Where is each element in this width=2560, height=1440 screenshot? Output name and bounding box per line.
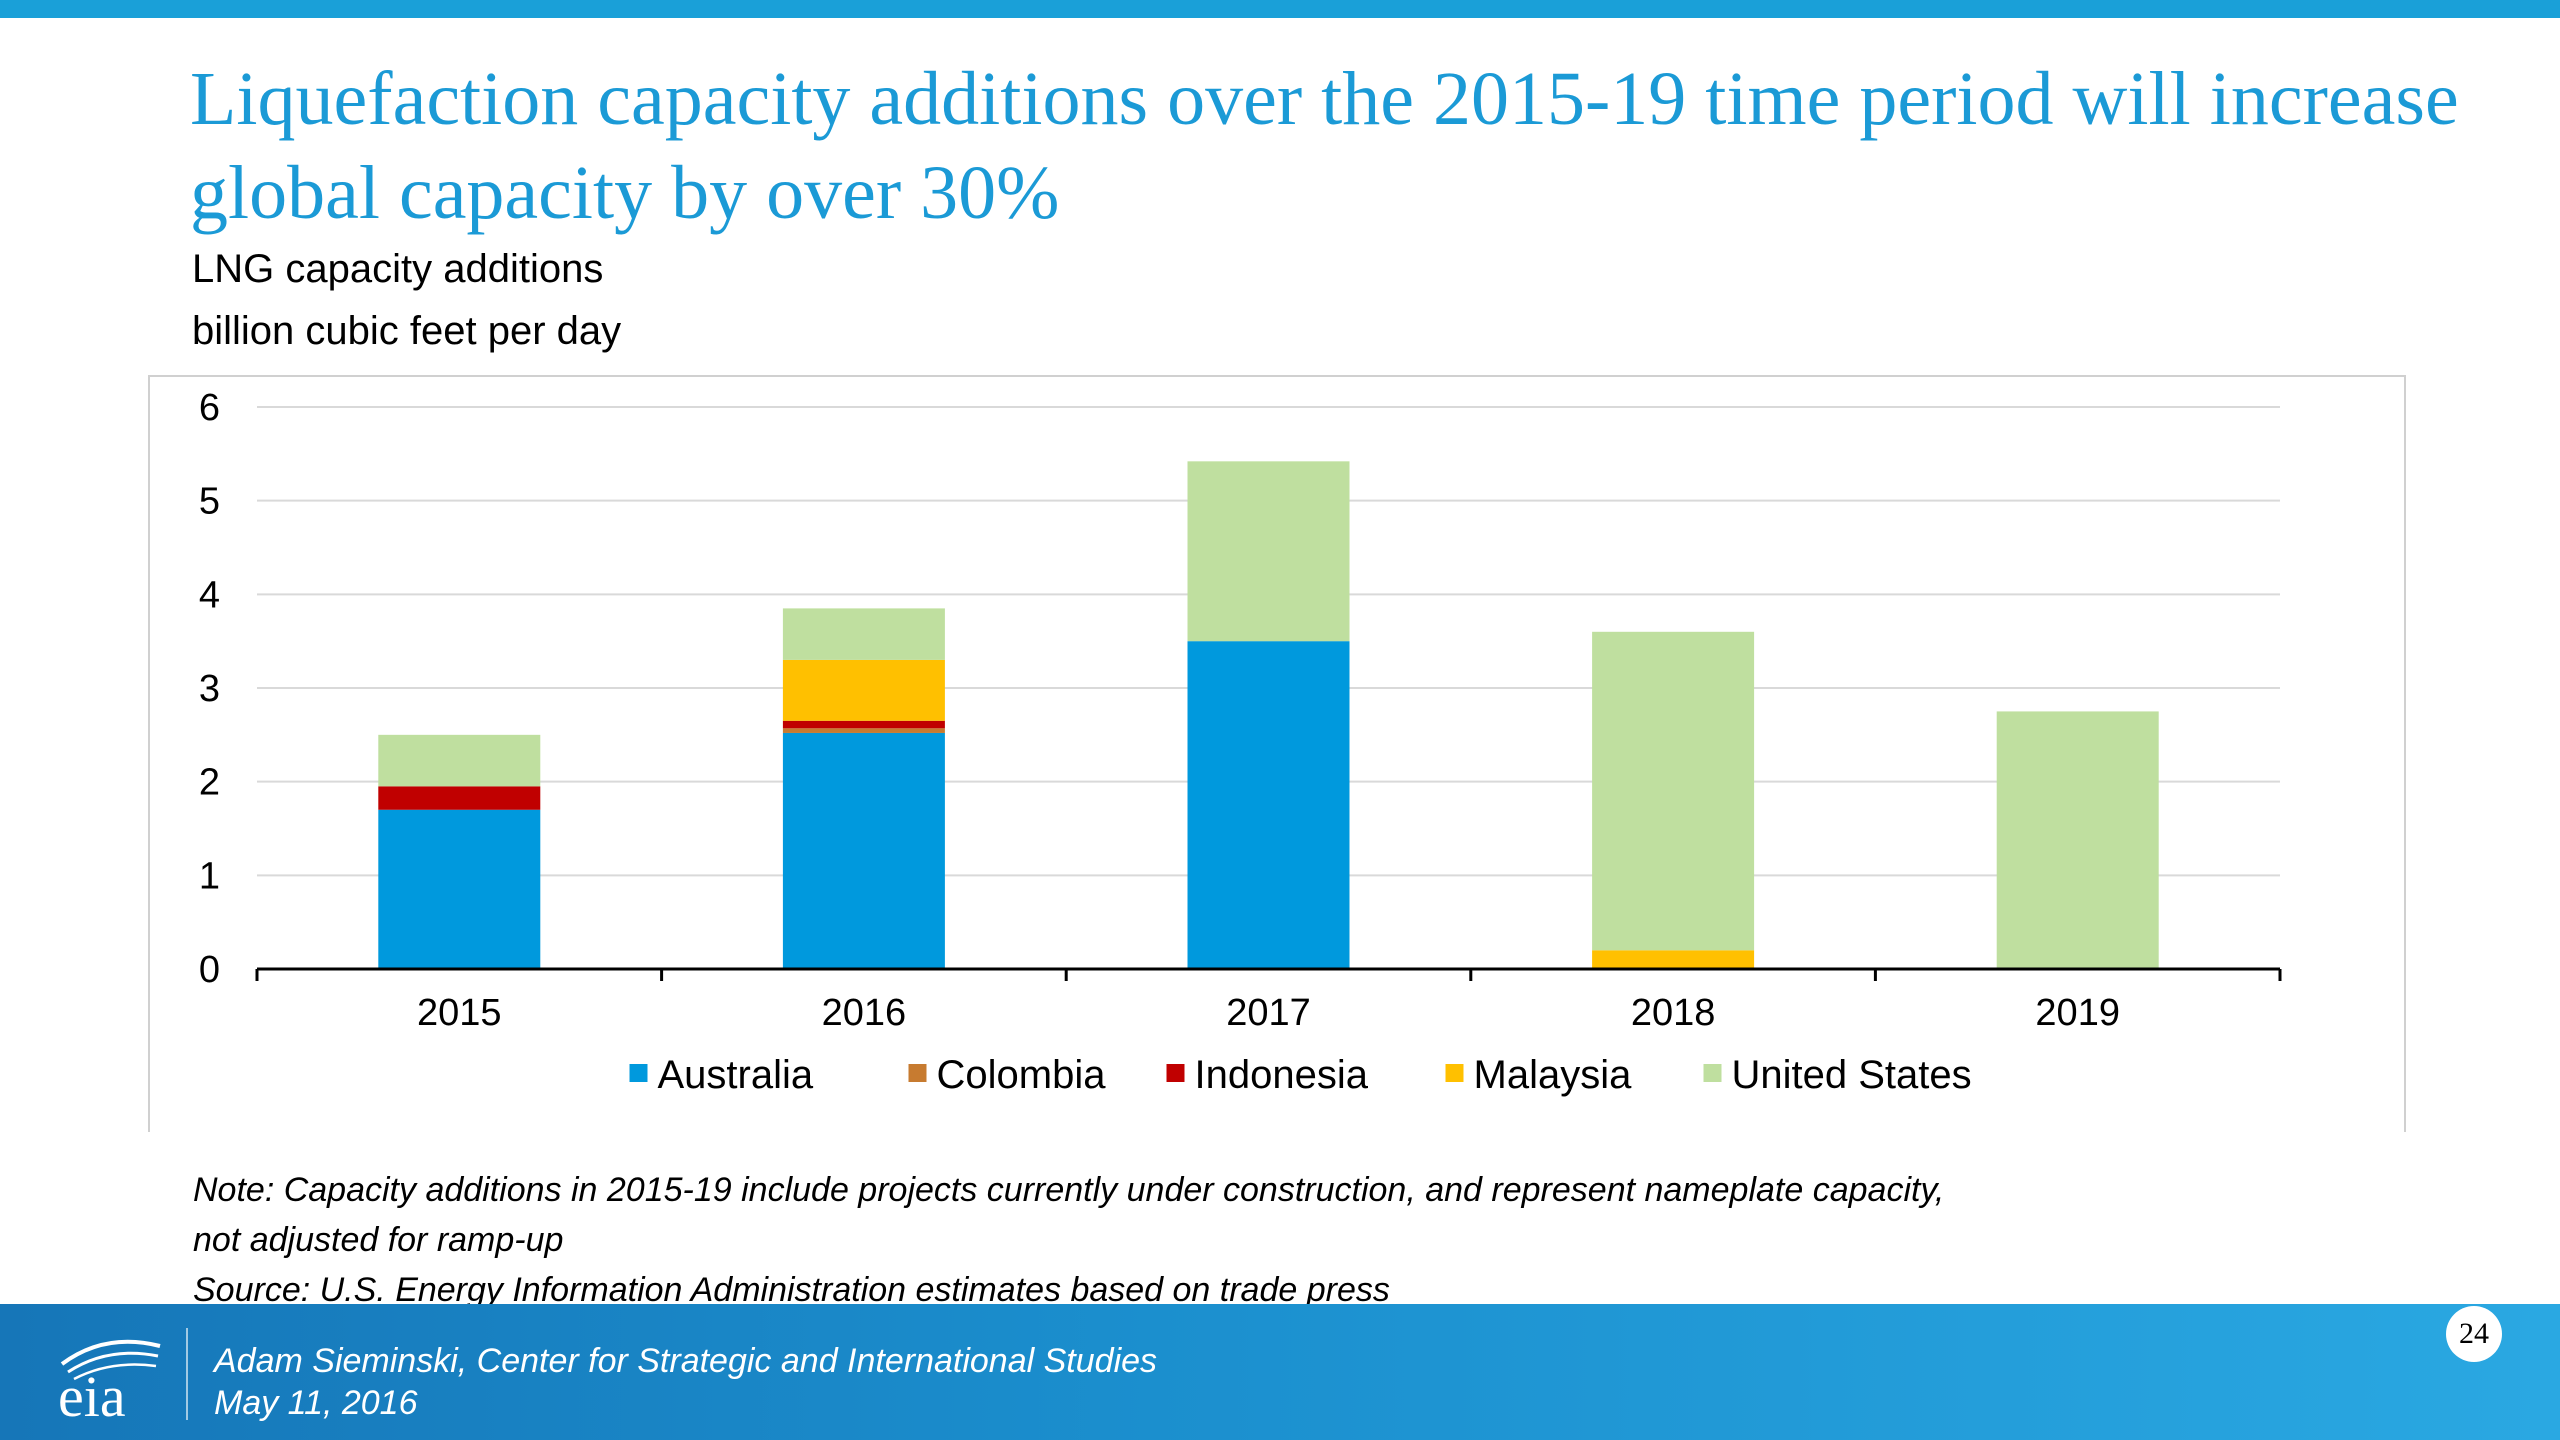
bar-segment-colombia <box>782 728 945 733</box>
presenter-line: Adam Sieminski, Center for Strategic and… <box>214 1342 1158 1380</box>
stacked-bar-chart: 0 1 2 3 4 5 6 2015 2016 2017 2018 2019 Australia Colo… <box>199 387 2282 1097</box>
legend-swatch-australia <box>629 1064 648 1082</box>
bar-segment-malaysia <box>1592 950 1755 969</box>
legend-swatch-malaysia <box>1445 1064 1464 1082</box>
legend-swatch-united-states <box>1703 1064 1722 1082</box>
eia-logo-text: eia <box>58 1364 126 1424</box>
legend-label: Indonesia <box>1195 1053 1369 1097</box>
legend-label: United States <box>1732 1053 1972 1097</box>
note-line-2: not adjusted for ramp-up <box>193 1221 564 1259</box>
y-tick-label: 5 <box>199 481 220 523</box>
legend-label: Malaysia <box>1474 1053 1633 1097</box>
y-tick-label: 3 <box>199 668 220 710</box>
note-line-1: Note: Capacity additions in 2015-19 incl… <box>193 1171 1945 1209</box>
bar-segment-australia <box>1187 641 1350 969</box>
legend-label: Colombia <box>937 1053 1107 1097</box>
x-tick-label: 2017 <box>1226 992 1311 1034</box>
bar-segment-united-states <box>1996 711 2159 969</box>
y-tick-label: 4 <box>199 574 220 616</box>
bar-segment-indonesia <box>782 720 945 729</box>
x-tick-label: 2019 <box>2035 992 2120 1034</box>
legend-swatch-colombia <box>908 1064 927 1082</box>
chart-y-unit: billion cubic feet per day <box>192 309 622 353</box>
eia-logo-icon: eia <box>58 1339 161 1424</box>
bar-segment-australia <box>378 809 541 969</box>
chart-notes: Note: Capacity additions in 2015-19 incl… <box>193 1165 2443 1315</box>
footer-bar: eia Adam Sieminski, Center for Strategic… <box>0 1304 2560 1440</box>
footer-divider <box>186 1328 188 1420</box>
top-accent-bar <box>0 0 2560 18</box>
legend-label: Australia <box>658 1053 814 1097</box>
bar-segment-united-states <box>378 734 541 787</box>
y-tick-label: 1 <box>199 855 220 897</box>
legend-swatch-indonesia <box>1166 1064 1185 1082</box>
bar-segment-indonesia <box>378 786 541 810</box>
chart-title: LNG capacity additions <box>192 247 604 291</box>
chart-heading: LNG capacity additions billion cubic fee… <box>192 238 621 362</box>
bar-segment-united-states <box>782 608 945 660</box>
x-tick-label: 2016 <box>822 992 907 1034</box>
bar-segment-united-states <box>1187 461 1350 642</box>
bar-segment-united-states <box>1592 631 1755 951</box>
footer-text: Adam Sieminski, Center for Strategic and… <box>214 1340 1157 1424</box>
chart-frame: 0 1 2 3 4 5 6 2015 2016 2017 2018 2019 Australia Colo… <box>148 375 2406 1132</box>
source-line: Source: U.S. Energy Information Administ… <box>193 1271 1390 1309</box>
bar-segment-australia <box>782 732 945 969</box>
y-tick-label: 2 <box>199 762 220 804</box>
slide-title: Liquefaction capacity additions over the… <box>190 57 2459 235</box>
bar-segment-malaysia <box>782 659 945 721</box>
page-number: 24 <box>2446 1306 2502 1362</box>
date-line: May 11, 2016 <box>214 1384 418 1422</box>
y-tick-label: 6 <box>199 387 220 429</box>
x-tick-label: 2018 <box>1631 992 1716 1034</box>
y-tick-label: 0 <box>199 949 220 991</box>
x-tick-label: 2015 <box>417 992 502 1034</box>
